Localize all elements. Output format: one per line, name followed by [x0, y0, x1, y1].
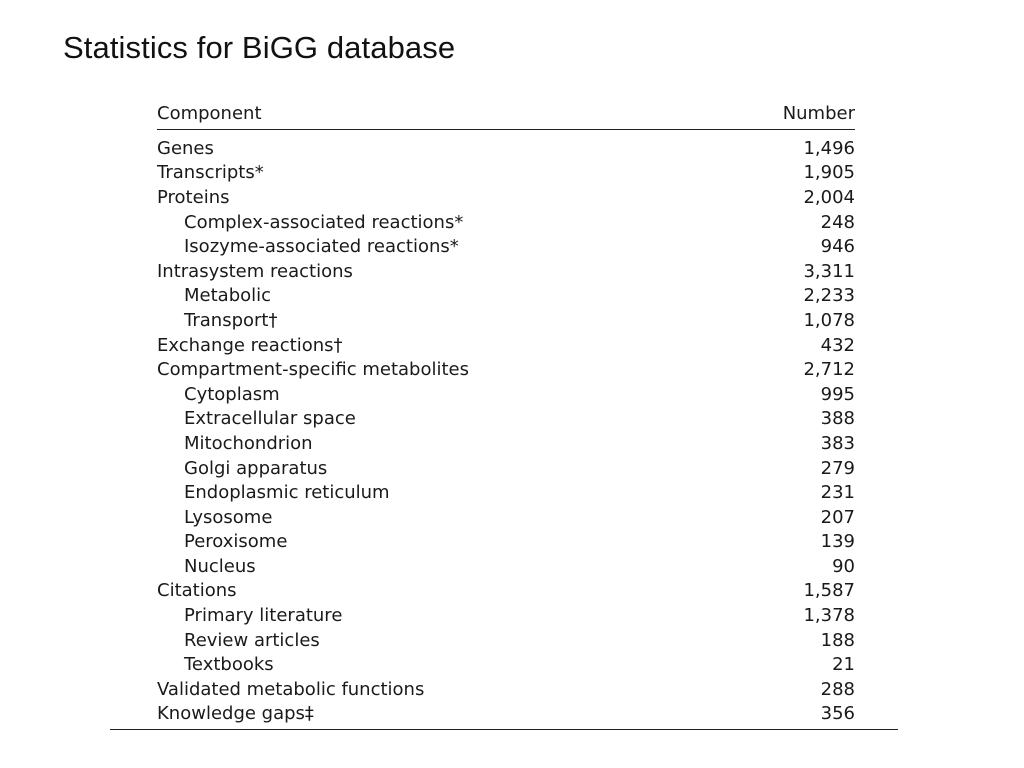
row-value: 279	[820, 457, 855, 479]
table-row: Textbooks 21	[157, 652, 855, 677]
table-row: Primary literature 1,378	[157, 603, 855, 628]
row-value: 1,078	[803, 309, 855, 331]
row-label: Mitochondrion	[184, 432, 313, 454]
table-row: Citations 1,587	[157, 579, 855, 604]
row-value: 139	[820, 531, 855, 553]
statistics-table: Component Number Genes 1,496 Transcripts* 1…	[157, 96, 855, 726]
row-label: Peroxisome	[184, 531, 288, 553]
row-label: Validated metabolic functions	[157, 678, 425, 700]
row-label: Golgi apparatus	[184, 457, 328, 479]
row-value: 1,587	[803, 580, 855, 602]
row-value: 90	[832, 555, 855, 577]
table-row: Golgi apparatus 279	[157, 456, 855, 481]
table-row: Nucleus 90	[157, 554, 855, 579]
table-row: Endoplasmic reticulum 231	[157, 480, 855, 505]
row-label: Nucleus	[184, 555, 256, 577]
row-label: Textbooks	[184, 654, 274, 676]
row-value: 3,311	[803, 260, 855, 282]
row-label: Complex-associated reactions*	[184, 211, 464, 233]
row-value: 188	[820, 629, 855, 651]
table-row: Validated metabolic functions 288	[157, 677, 855, 702]
table-row: Exchange reactions† 432	[157, 333, 855, 358]
column-header-number: Number	[782, 103, 855, 124]
row-value: 248	[820, 211, 855, 233]
table-row: Metabolic 2,233	[157, 284, 855, 309]
row-label: Transport†	[184, 309, 278, 331]
table-row: Intrasystem reactions 3,311	[157, 259, 855, 284]
row-label: Lysosome	[184, 506, 273, 528]
row-label: Metabolic	[184, 285, 272, 307]
row-value: 288	[820, 678, 855, 700]
table-row: Peroxisome 139	[157, 530, 855, 555]
table-row: Knowledge gaps‡ 356	[157, 702, 855, 727]
row-label: Knowledge gaps‡	[157, 703, 314, 725]
table-row: Mitochondrion 383	[157, 431, 855, 456]
row-value: 1,378	[803, 605, 855, 627]
row-value: 2,233	[803, 285, 855, 307]
table-body: Genes 1,496 Transcripts* 1,905 Proteins 2,004…	[157, 130, 855, 726]
table-row: Transcripts* 1,905	[157, 161, 855, 186]
row-label: Intrasystem reactions	[157, 260, 353, 282]
row-value: 946	[820, 236, 855, 258]
row-label: Isozyme-associated reactions*	[184, 236, 459, 258]
row-value: 356	[820, 703, 855, 725]
row-value: 1,905	[803, 162, 855, 184]
table-row: Complex-associated reactions* 248	[157, 210, 855, 235]
table-bottom-rule	[110, 729, 898, 730]
row-label: Compartment-specific metabolites	[157, 359, 469, 381]
row-value: 2,004	[803, 186, 855, 208]
table-header: Component Number	[157, 96, 855, 130]
row-label: Exchange reactions†	[157, 334, 343, 356]
row-label: Endoplasmic reticulum	[184, 482, 390, 504]
table-row: Extracellular space 388	[157, 407, 855, 432]
row-value: 207	[820, 506, 855, 528]
table-row: Genes 1,496	[157, 136, 855, 161]
row-label: Cytoplasm	[184, 383, 280, 405]
row-value: 995	[820, 383, 855, 405]
row-value: 432	[820, 334, 855, 356]
table-row: Review articles 188	[157, 628, 855, 653]
table-row: Transport† 1,078	[157, 308, 855, 333]
table-row: Cytoplasm 995	[157, 382, 855, 407]
row-label: Review articles	[184, 629, 320, 651]
column-header-component: Component	[157, 103, 262, 124]
row-label: Transcripts*	[157, 162, 264, 184]
row-value: 1,496	[803, 137, 855, 159]
row-value: 388	[820, 408, 855, 430]
table-row: Proteins 2,004	[157, 185, 855, 210]
row-label: Extracellular space	[184, 408, 356, 430]
table-row: Lysosome 207	[157, 505, 855, 530]
row-label: Citations	[157, 580, 237, 602]
table-row: Compartment-specific metabolites 2,712	[157, 357, 855, 382]
row-value: 231	[820, 482, 855, 504]
slide-title: Statistics for BiGG database	[63, 30, 456, 65]
row-label: Proteins	[157, 186, 230, 208]
row-label: Genes	[157, 137, 214, 159]
row-value: 21	[832, 654, 855, 676]
table-row: Isozyme-associated reactions* 946	[157, 234, 855, 259]
row-value: 383	[820, 432, 855, 454]
row-value: 2,712	[803, 359, 855, 381]
row-label: Primary literature	[184, 605, 343, 627]
